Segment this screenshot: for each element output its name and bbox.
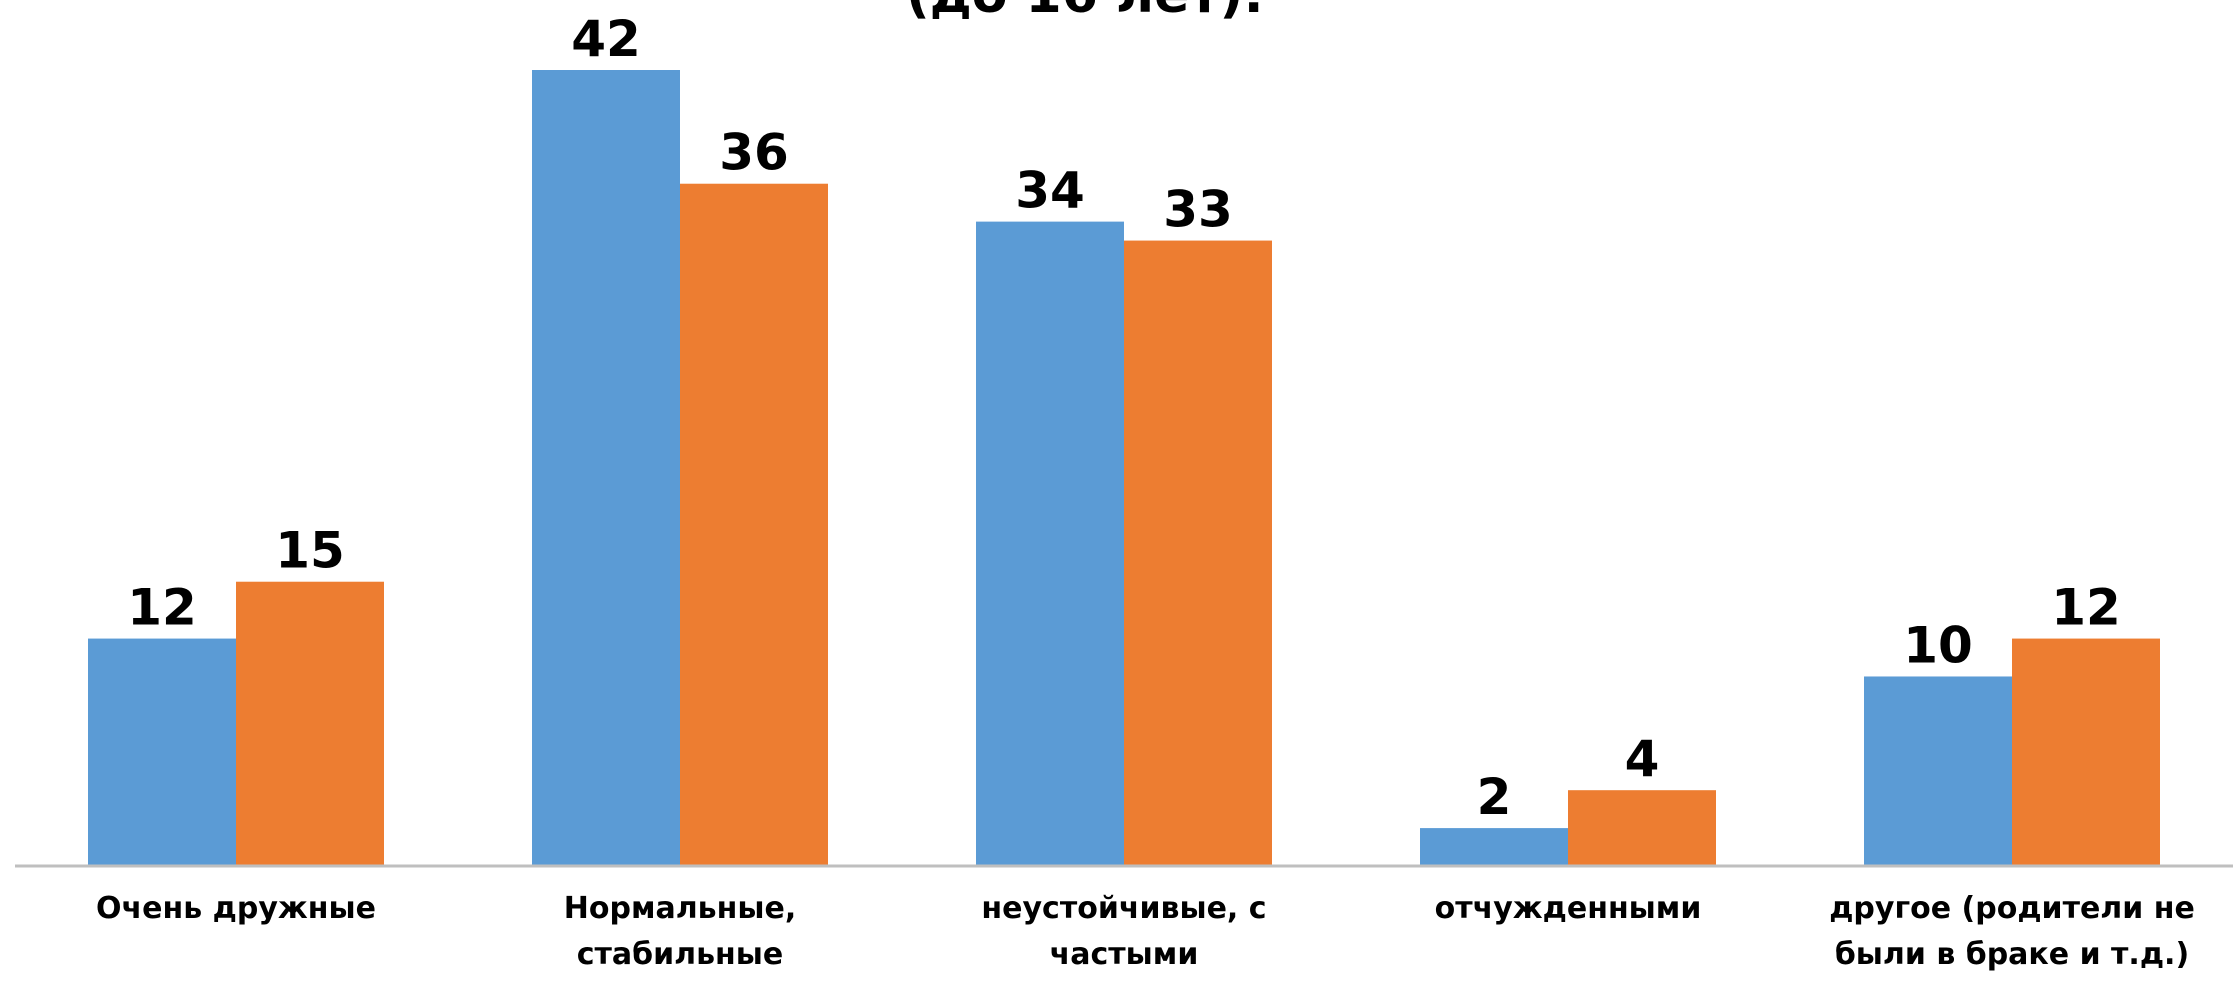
category-label-3-line2: частыми: [1050, 937, 1199, 972]
data-label-series2-cat2: 36: [719, 124, 789, 182]
chart-title: (до 16 лет):: [906, 0, 1264, 25]
category-label-5-line1: другое (родители не: [1829, 891, 2195, 926]
data-label-series1-cat1: 12: [127, 579, 197, 637]
data-label-series2-cat3: 33: [1163, 181, 1233, 239]
bar-series2-cat2: [680, 183, 828, 866]
category-label-1-line1: Очень дружные: [96, 891, 376, 926]
bar-series1-cat2: [532, 70, 680, 866]
bar-series2-cat4: [1568, 790, 1716, 866]
data-label-series1-cat4: 2: [1477, 768, 1512, 826]
bar-series2-cat1: [236, 581, 384, 866]
data-label-series2-cat5: 12: [2051, 579, 2121, 637]
data-label-series2-cat1: 15: [275, 522, 345, 580]
data-label-series1-cat5: 10: [1903, 616, 1973, 674]
bar-series1-cat5: [1864, 676, 2012, 866]
bar-series1-cat4: [1420, 828, 1568, 866]
data-label-series1-cat2: 42: [571, 10, 641, 68]
category-label-4-line1: отчужденными: [1435, 891, 1702, 926]
category-label-3-line1: неустойчивые, с: [981, 891, 1266, 926]
category-label-5-line2: были в браке и т.д.): [1835, 937, 2189, 972]
bars-layer: [88, 70, 2160, 867]
bar-series1-cat3: [976, 221, 1124, 867]
bar-series2-cat5: [2012, 638, 2160, 866]
category-label-2-line2: стабильные: [577, 937, 784, 972]
bar-series2-cat3: [1124, 240, 1272, 867]
bar-series1-cat1: [88, 638, 236, 866]
data-label-series2-cat4: 4: [1625, 730, 1660, 788]
category-label-2-line1: Нормальные,: [564, 891, 797, 926]
data-label-series1-cat3: 34: [1015, 162, 1085, 220]
